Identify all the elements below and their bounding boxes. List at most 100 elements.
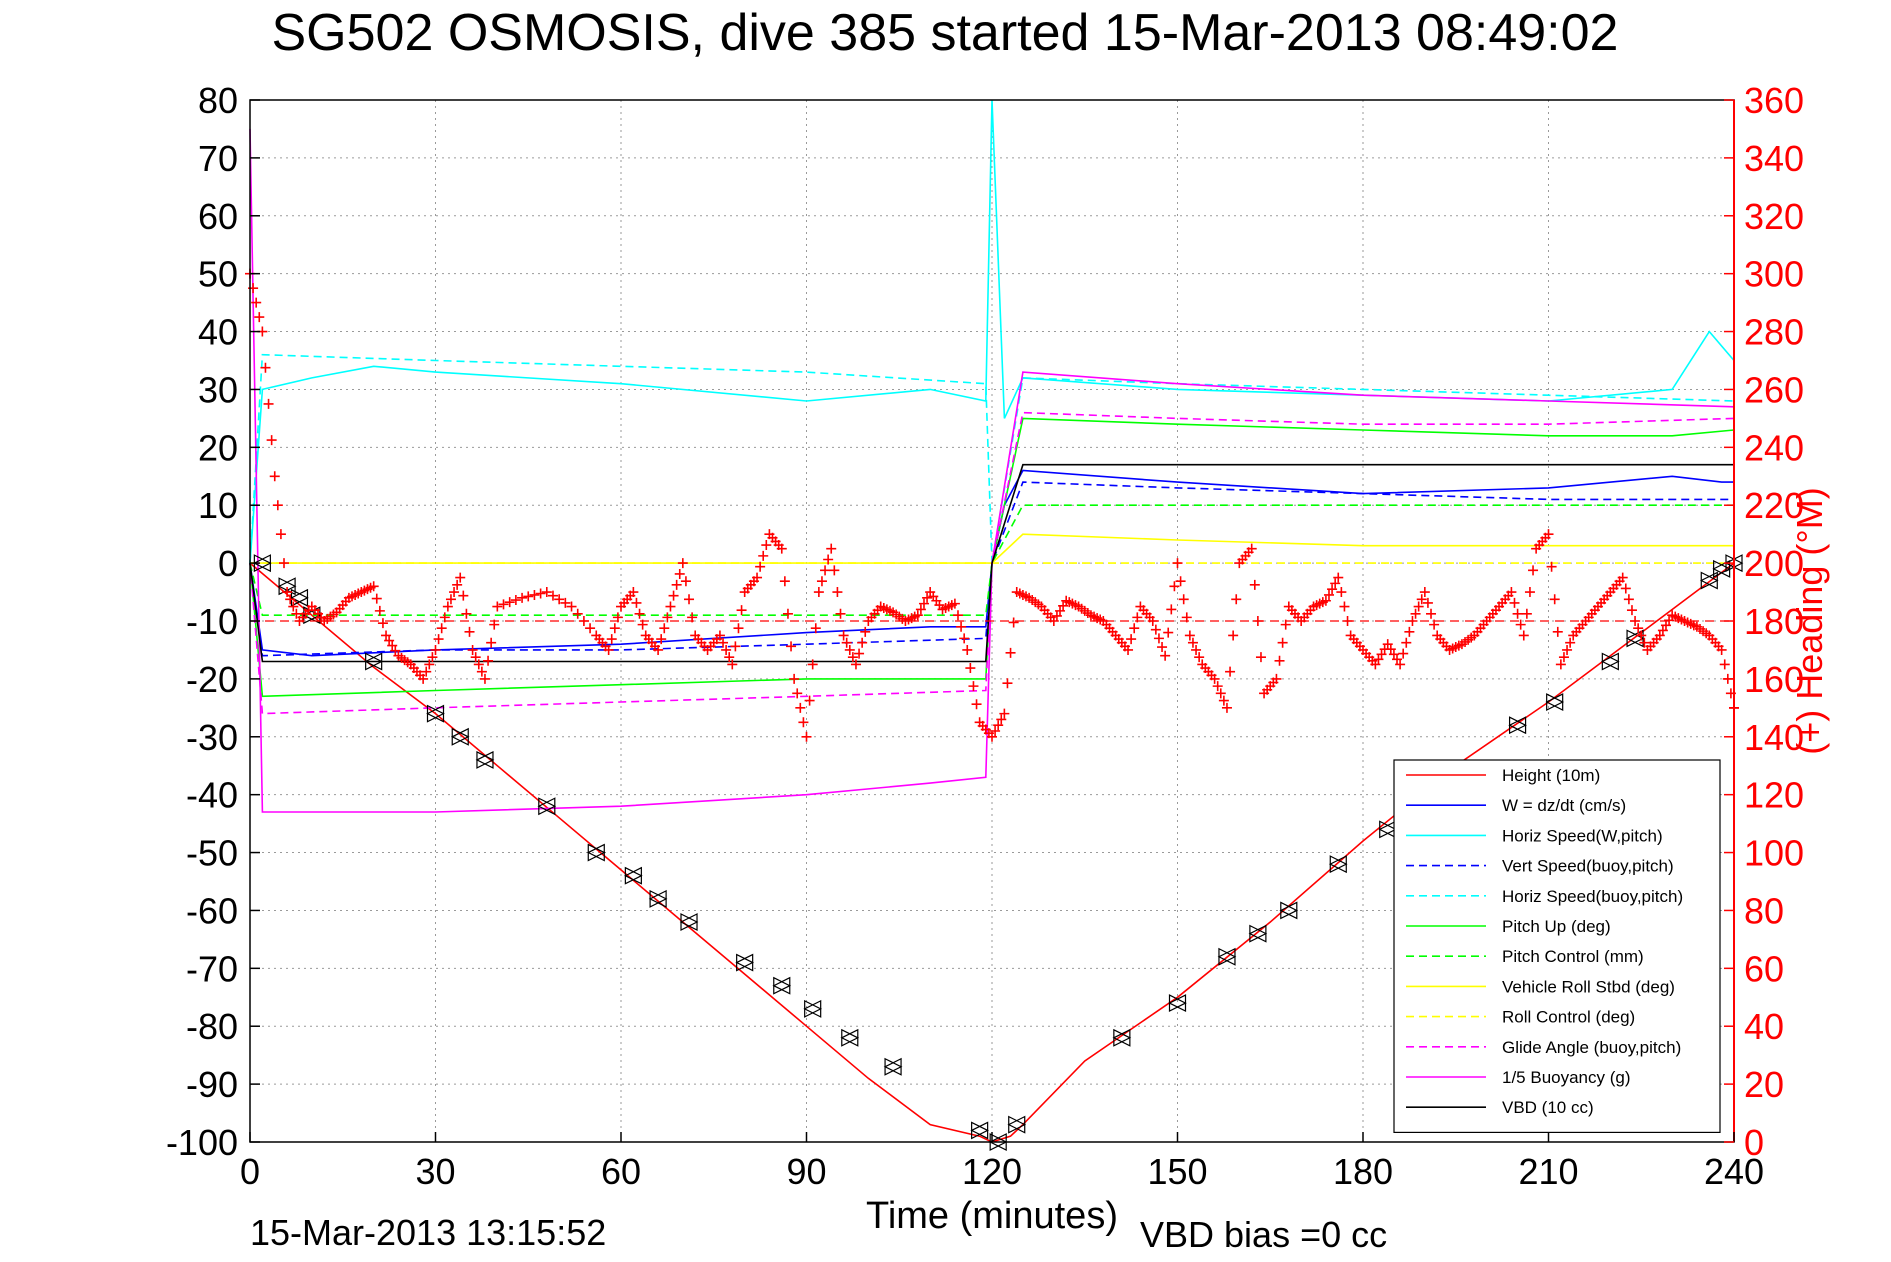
heading-point	[445, 594, 456, 605]
heading-point	[1228, 630, 1239, 641]
heading-point	[795, 702, 806, 713]
heading-point	[662, 612, 673, 623]
heading-point	[915, 604, 926, 615]
heading-point	[1422, 597, 1433, 608]
y2-tick-label: 320	[1744, 196, 1804, 237]
heading-point	[288, 601, 299, 612]
legend-label-7: Vehicle Roll Stbd (deg)	[1502, 977, 1675, 996]
heading-point	[1249, 579, 1260, 590]
heading-point	[547, 590, 558, 601]
heading-point	[260, 362, 271, 373]
heading-point	[1058, 600, 1069, 611]
y-tick-label: -90	[186, 1064, 238, 1105]
heading-point	[1562, 644, 1573, 655]
y2-tick-label: 60	[1744, 948, 1784, 989]
heading-point	[554, 594, 565, 605]
legend-label-5: Pitch Up (deg)	[1502, 917, 1611, 936]
heading-point	[1280, 619, 1291, 630]
y2-tick-label: 200	[1744, 543, 1804, 584]
heading-point	[439, 612, 450, 623]
heading-point	[922, 592, 933, 603]
heading-point	[1373, 654, 1384, 665]
heading-point	[1395, 659, 1406, 670]
depth-marker-alt	[803, 999, 822, 1018]
legend-label-11: VBD (10 cc)	[1502, 1098, 1594, 1117]
y-tick-label: -30	[186, 717, 238, 758]
heading-point	[427, 652, 438, 663]
depth-marker-alt	[883, 1057, 902, 1076]
series-line-11	[249, 463, 1734, 663]
heading-point	[1416, 594, 1427, 605]
heading-point	[1212, 681, 1223, 692]
heading-point	[1376, 649, 1387, 660]
heading-point	[1385, 644, 1396, 655]
depth-marker-alt	[426, 704, 445, 723]
y2-tick-label: 20	[1744, 1064, 1784, 1105]
legend-label-9: Glide Angle (buoy,pitch)	[1502, 1038, 1681, 1057]
heading-point	[1277, 637, 1288, 648]
depth-marker-alt	[840, 1028, 859, 1047]
y2-tick-label: 160	[1744, 659, 1804, 700]
heading-point	[1274, 655, 1285, 666]
depth-marker-alt	[624, 866, 642, 885]
heading-point	[1518, 630, 1529, 641]
footer-timestamp: 15-Mar-2013 13:15:52	[250, 1212, 606, 1253]
heading-point	[1716, 644, 1727, 655]
heading-point	[603, 644, 614, 655]
y-tick-label: 20	[198, 427, 238, 468]
heading-point	[461, 608, 472, 619]
x-tick-label: 90	[786, 1151, 826, 1192]
heading-point	[798, 717, 809, 728]
heading-point	[1008, 617, 1019, 628]
heading-point	[674, 568, 685, 579]
depth-marker-alt	[1217, 947, 1236, 966]
heading-point	[578, 616, 589, 626]
heading-point	[832, 587, 843, 598]
heading-point	[826, 543, 837, 554]
heading-point	[857, 637, 868, 648]
heading-point	[1524, 587, 1535, 598]
depth-marker-alt	[364, 652, 383, 671]
heading-point	[1231, 594, 1242, 605]
y-tick-label: -40	[186, 775, 238, 816]
heading-point	[473, 659, 484, 670]
heading-point	[1543, 529, 1554, 540]
heading-point	[464, 626, 475, 637]
depth-marker-alt	[1699, 571, 1718, 590]
heading-point	[918, 598, 929, 609]
heading-point	[823, 554, 834, 565]
heading-point	[510, 595, 521, 606]
heading-point	[1218, 695, 1229, 706]
heading-point	[835, 608, 846, 619]
heading-point	[656, 634, 667, 645]
heading-point	[1178, 594, 1189, 605]
heading-point	[952, 610, 963, 621]
heading-point	[476, 666, 487, 677]
heading-point	[820, 565, 831, 576]
y-tick-label: -20	[186, 659, 238, 700]
heading-point	[761, 540, 772, 551]
y2-tick-label: 140	[1744, 717, 1804, 758]
heading-point	[965, 663, 976, 674]
series-layer	[249, 99, 1735, 1143]
y2-tick-label: 340	[1744, 138, 1804, 179]
y-tick-label: 60	[198, 196, 238, 237]
heading-point	[1392, 654, 1403, 665]
heading-point	[452, 579, 463, 590]
heading-point	[1252, 616, 1263, 626]
depth-marker-alt	[970, 1121, 989, 1140]
series-line-2	[249, 99, 1735, 564]
heading-point	[1512, 608, 1523, 619]
heading-point	[492, 601, 503, 612]
heading-point	[714, 630, 725, 641]
y2-tick-label: 100	[1744, 833, 1804, 874]
legend-label-8: Roll Control (deg)	[1502, 1008, 1635, 1027]
heading-point	[786, 641, 797, 652]
heading-point	[1426, 608, 1437, 619]
heading-point	[1558, 652, 1569, 663]
heading-point	[572, 608, 583, 619]
series-line-6	[249, 504, 1734, 617]
depth-marker-alt	[679, 913, 698, 931]
heading-point	[1157, 642, 1168, 653]
heading-point	[1639, 637, 1650, 648]
